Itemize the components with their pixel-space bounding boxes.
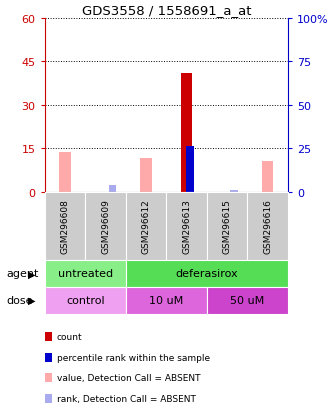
Text: control: control	[66, 295, 105, 306]
Text: rank, Detection Call = ABSENT: rank, Detection Call = ABSENT	[57, 394, 196, 403]
Text: deferasirox: deferasirox	[175, 268, 238, 279]
Text: dose: dose	[7, 295, 33, 306]
Bar	[186, 147, 194, 192]
Text: GSM296608: GSM296608	[61, 199, 70, 254]
Text: GSM296616: GSM296616	[263, 199, 272, 254]
Bar	[230, 190, 238, 192]
Title: GDS3558 / 1558691_a_at: GDS3558 / 1558691_a_at	[81, 5, 251, 17]
Text: untreated: untreated	[58, 268, 113, 279]
Bar	[109, 185, 116, 192]
Text: value, Detection Call = ABSENT: value, Detection Call = ABSENT	[57, 373, 201, 382]
Text: ▶: ▶	[28, 295, 35, 306]
Text: ▶: ▶	[28, 268, 35, 279]
Text: agent: agent	[7, 268, 39, 279]
Text: GSM296609: GSM296609	[101, 199, 110, 254]
Text: 10 uM: 10 uM	[149, 295, 183, 306]
Text: GSM296613: GSM296613	[182, 199, 191, 254]
Text: count: count	[57, 332, 82, 341]
Bar	[181, 74, 192, 192]
Bar	[59, 153, 71, 192]
Text: percentile rank within the sample: percentile rank within the sample	[57, 353, 210, 362]
Text: GSM296615: GSM296615	[223, 199, 232, 254]
Text: GSM296612: GSM296612	[142, 199, 151, 254]
Bar	[140, 159, 152, 192]
Text: 50 uM: 50 uM	[230, 295, 264, 306]
Bar	[262, 162, 273, 192]
